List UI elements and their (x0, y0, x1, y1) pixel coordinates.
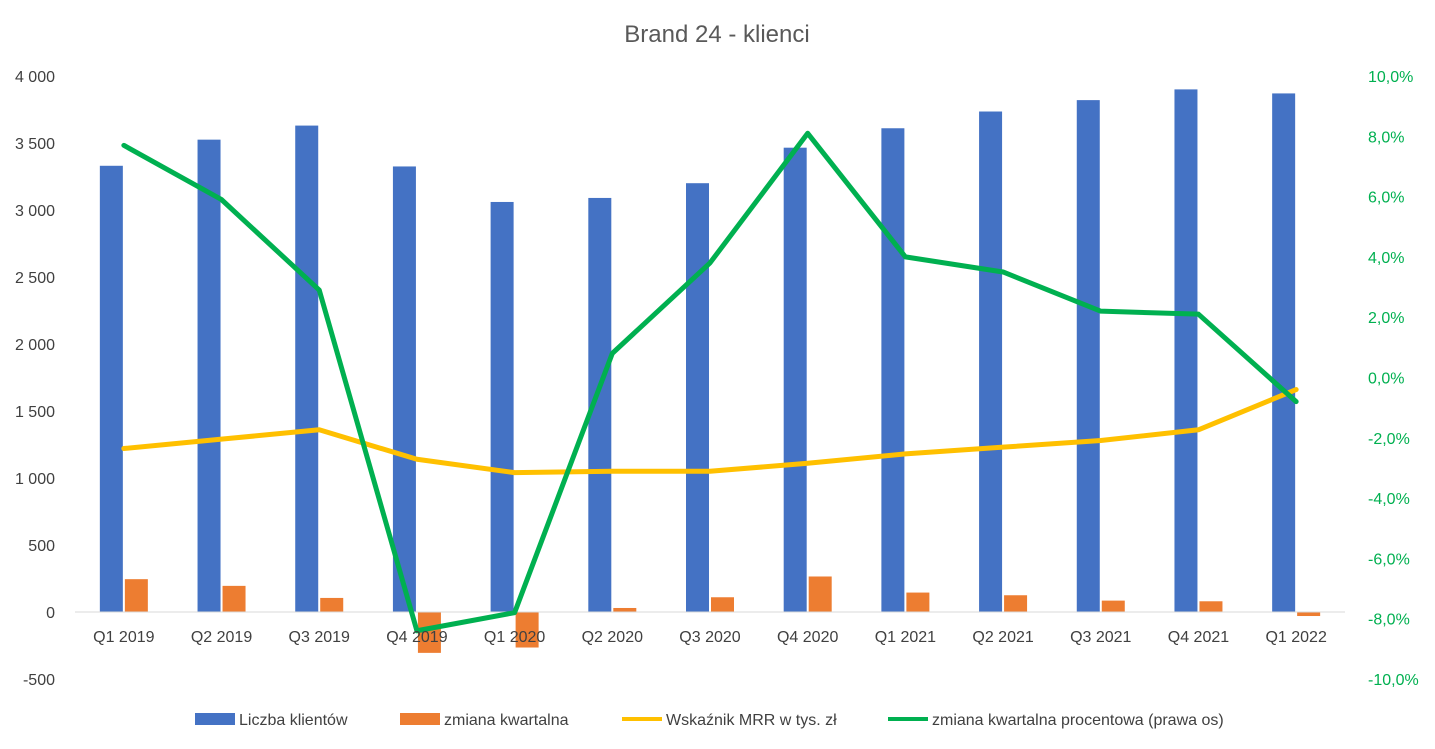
line-group (121, 130, 1299, 634)
bar-clients (881, 128, 905, 612)
x-tick-label: Q2 2021 (972, 629, 1033, 646)
x-tick-label: Q4 2020 (777, 629, 838, 646)
bar-clients (1076, 100, 1100, 613)
left-tick-label: 500 (28, 538, 55, 555)
right-tick-label: -4,0% (1368, 491, 1410, 508)
left-tick-label: 2 000 (15, 337, 55, 354)
bar-quarterly-change (1004, 595, 1028, 612)
bar-quarterly-change (515, 612, 539, 648)
bar-clients (490, 201, 514, 612)
left-tick-label: 4 000 (15, 69, 55, 86)
bar-quarterly-change (417, 612, 441, 653)
x-tick-label: Q4 2021 (1168, 629, 1229, 646)
x-tick-label: Q2 2020 (582, 629, 643, 646)
bar-clients (588, 197, 612, 612)
right-tick-label: -6,0% (1368, 551, 1410, 568)
bar-clients (1272, 93, 1296, 613)
legend-label: Wskaźnik MRR w tys. zł (666, 712, 837, 729)
x-tick-label: Q4 2019 (386, 629, 447, 646)
legend-label: Liczba klientów (239, 712, 348, 729)
bar-quarterly-change (1101, 600, 1125, 612)
mrr-line (121, 387, 1299, 476)
x-axis: Q1 2019 Q2 2019 Q3 2019 Q4 2019 Q1 2020 Q2 20… (93, 629, 1327, 646)
right-tick-label: 4,0% (1368, 250, 1404, 267)
bar-quarterly-change (613, 607, 637, 612)
bar-quarterly-change (1297, 612, 1321, 617)
bar-clients (686, 183, 709, 612)
left-tick-label: 2 500 (15, 270, 55, 287)
bar-clients (295, 125, 319, 612)
bar-clients (1174, 89, 1198, 612)
bar-quarterly-change (222, 585, 246, 612)
x-tick-label: Q3 2019 (289, 629, 350, 646)
right-tick-label: -2,0% (1368, 431, 1410, 448)
right-tick-label: -10,0% (1368, 672, 1419, 689)
legend-swatch (195, 713, 235, 725)
percent-change-line (121, 130, 1299, 634)
bar-clients (783, 147, 807, 612)
bar-quarterly-change (711, 597, 734, 612)
x-tick-label: Q1 2022 (1265, 629, 1326, 646)
x-tick-label: Q1 2019 (93, 629, 154, 646)
right-tick-label: 8,0% (1368, 129, 1404, 146)
right-tick-label: 6,0% (1368, 190, 1404, 207)
right-tick-label: 0,0% (1368, 371, 1404, 388)
bar-quarterly-change (1199, 601, 1223, 612)
left-tick-label: 3 500 (15, 136, 55, 153)
x-tick-label: Q1 2020 (484, 629, 545, 646)
right-axis: -10,0% -8,0% -6,0% -4,0% -2,0% 0,0% 2,0% 4,0% 6,… (1368, 69, 1419, 689)
bar-quarterly-change (320, 597, 344, 612)
bar-quarterly-change (124, 579, 148, 612)
right-tick-label: -8,0% (1368, 612, 1410, 629)
bar-quarterly-change (906, 592, 930, 612)
left-tick-label: 1 500 (15, 404, 55, 421)
x-tick-label: Q3 2021 (1070, 629, 1131, 646)
chart-title: Brand 24 - klienci (624, 21, 809, 48)
bar-clients (979, 111, 1003, 612)
bar-group (99, 89, 1321, 653)
bar-clients (197, 139, 221, 612)
left-tick-label: 0 (46, 605, 55, 622)
left-axis: -500 0 500 1 000 1 500 2 000 2 500 3 000 3 500 4 … (15, 69, 55, 689)
legend-swatch (400, 713, 440, 725)
legend-label: zmiana kwartalna procentowa (prawa os) (932, 712, 1224, 729)
bar-clients (392, 166, 416, 612)
x-tick-label: Q3 2020 (679, 629, 740, 646)
bar-quarterly-change (808, 576, 832, 612)
x-tick-label: Q2 2019 (191, 629, 252, 646)
left-tick-label: -500 (23, 672, 55, 689)
left-tick-label: 3 000 (15, 203, 55, 220)
right-tick-label: 10,0% (1368, 69, 1413, 86)
bar-clients (99, 165, 123, 612)
x-tick-label: Q1 2021 (875, 629, 936, 646)
legend-label: zmiana kwartalna (444, 712, 569, 729)
right-tick-label: 2,0% (1368, 310, 1404, 327)
legend: Liczba klientów zmiana kwartalna Wskaźnik … (195, 712, 1224, 729)
left-tick-label: 1 000 (15, 471, 55, 488)
